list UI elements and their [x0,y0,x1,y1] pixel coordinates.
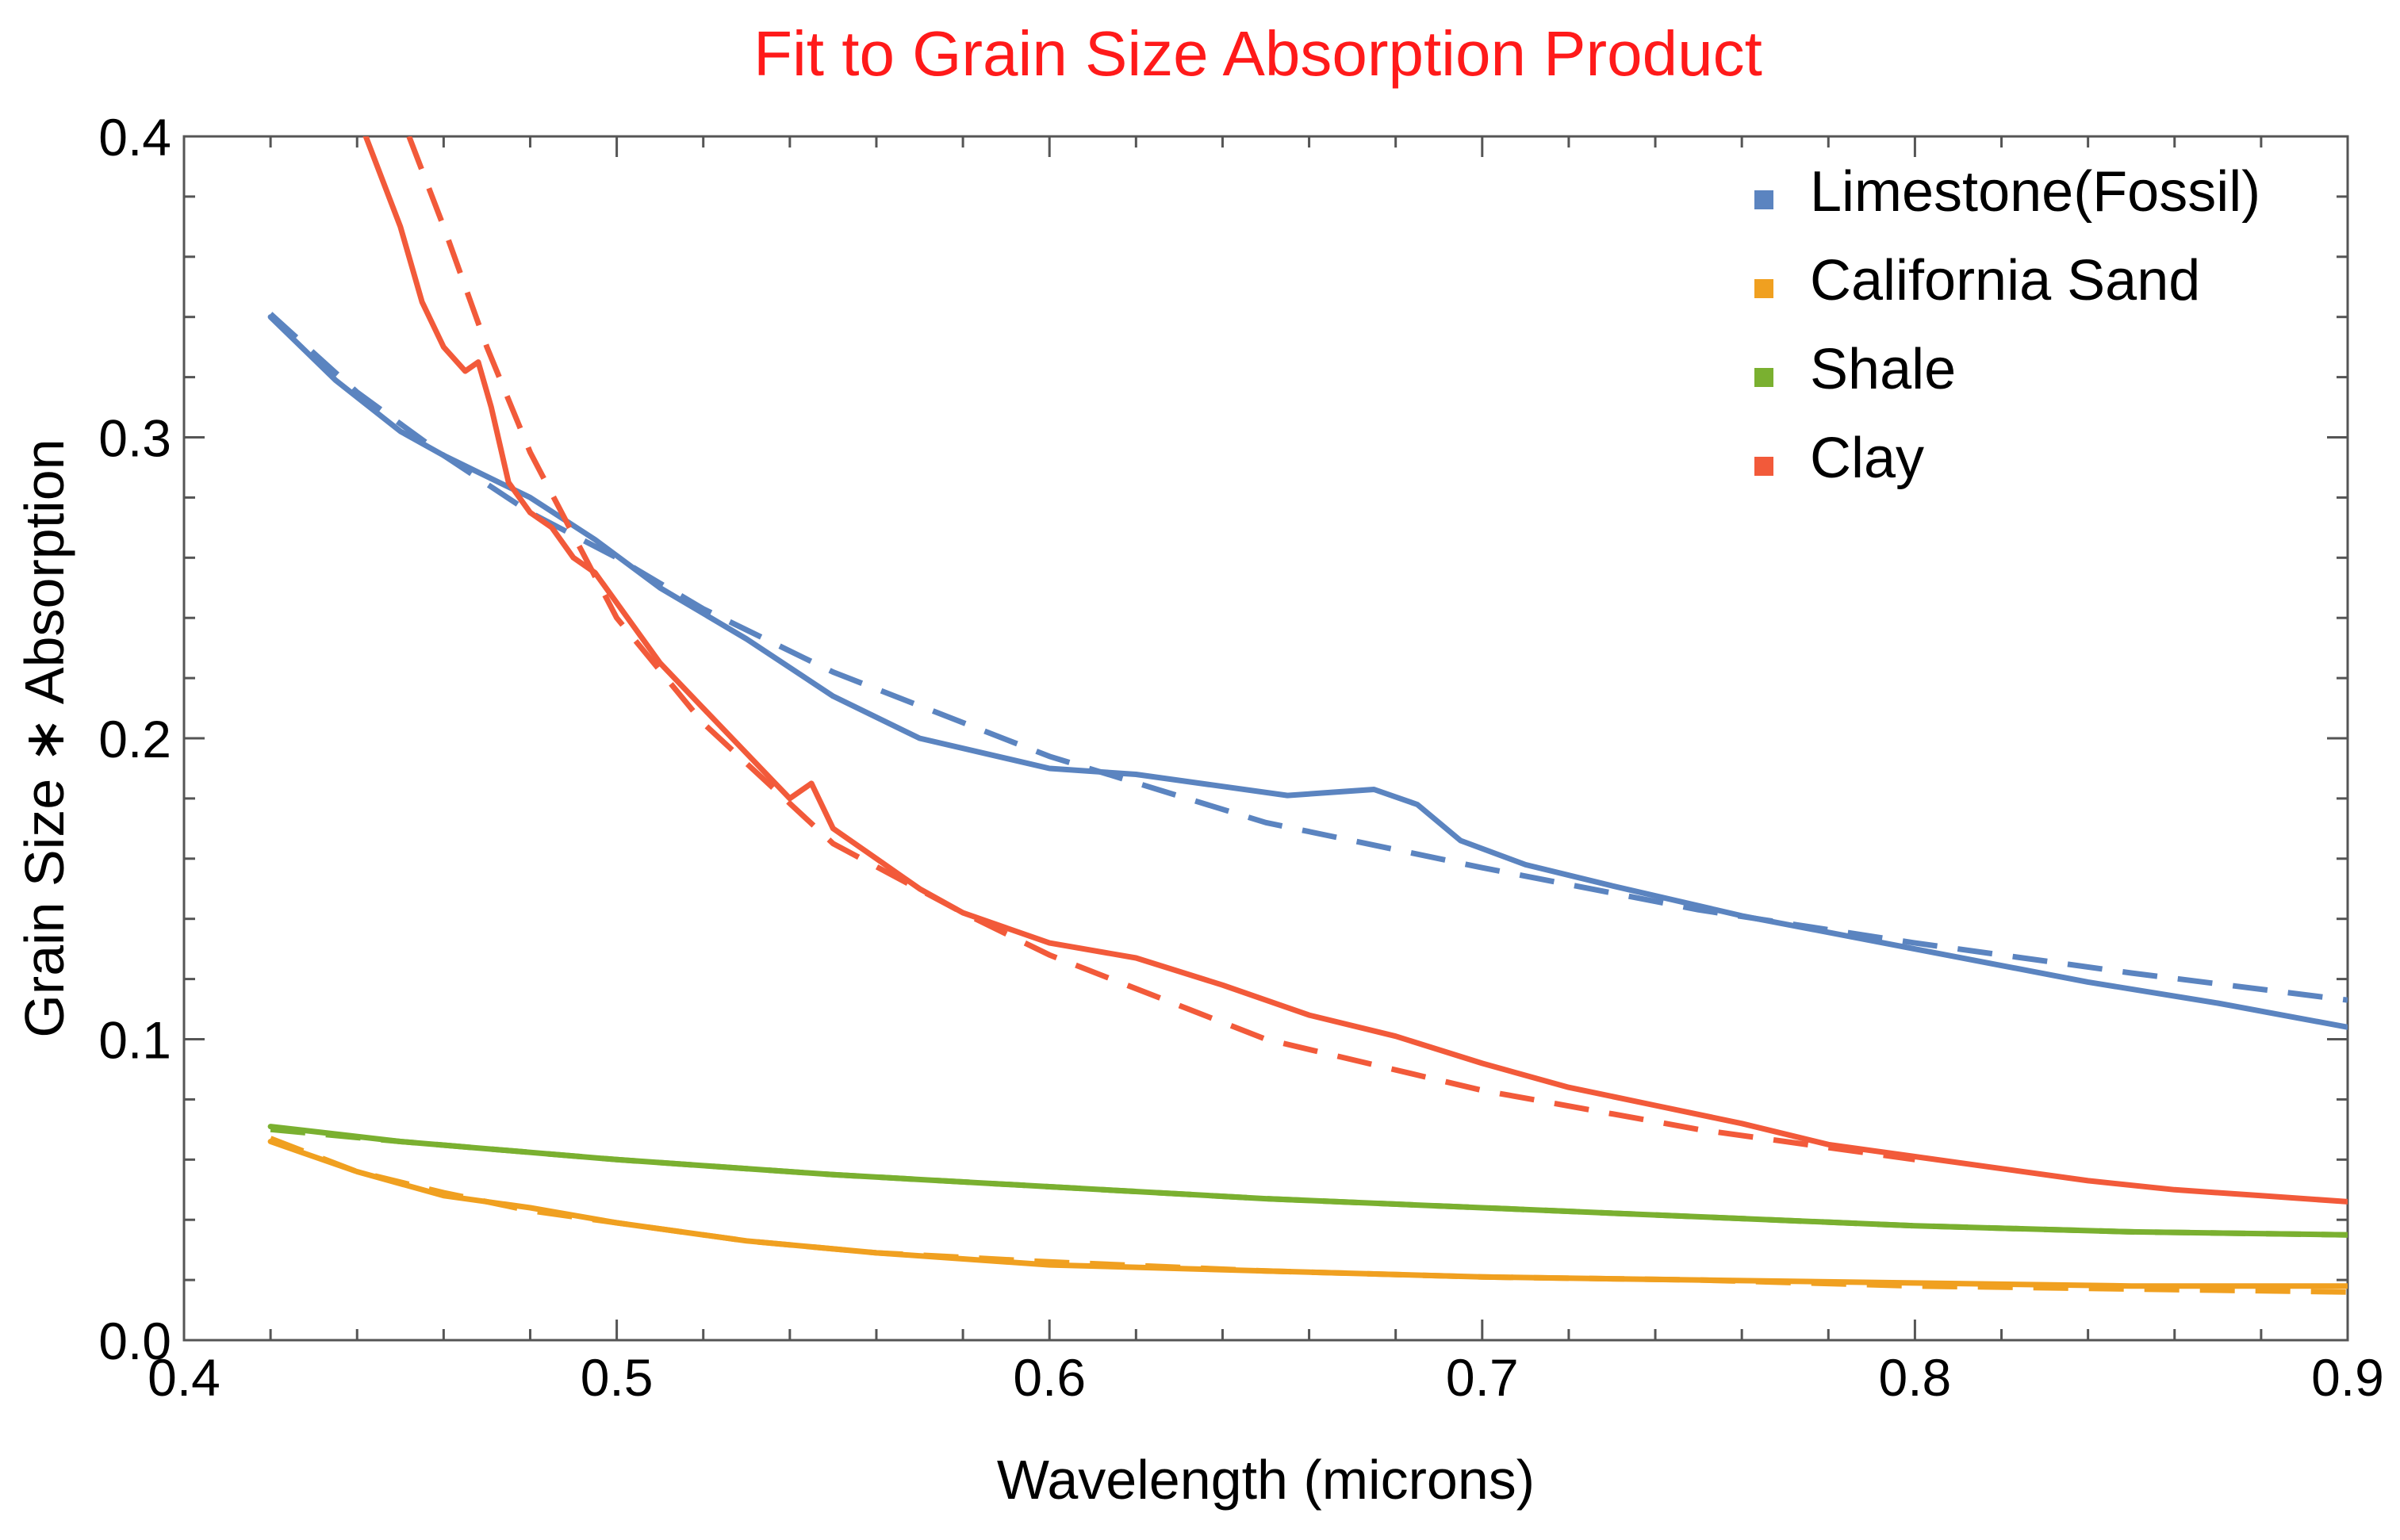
clay-fit-line [406,136,1915,1163]
clay-measured-line [362,136,2348,1205]
x-tick-label: 0.7 [1446,1348,1519,1407]
x-tick-label: 0.9 [2311,1348,2384,1407]
legend-swatch [1754,368,1773,387]
y-tick-label: 0.3 [98,409,171,468]
axis-ticks [182,135,2349,1342]
y-axis-label: Grain Size ∗ Absorption [13,439,75,1037]
shale-measured-line [267,1124,2348,1238]
x-tick-label: 0.8 [1879,1348,1952,1407]
california-sand-measured-line [267,1139,2348,1289]
x-tick-labels: 0.4 0.5 0.6 0.7 0.8 0.9 [148,1348,2384,1407]
limestone-fossil-fit-line [268,312,2348,1003]
limestone-fossil-measured-line [267,314,2348,1030]
y-tick-label: 0.0 [98,1312,171,1370]
legend-swatch [1754,190,1773,209]
legend-swatch [1754,279,1773,298]
y-tick-label: 0.4 [98,108,171,167]
legend-label: California Sand [1810,249,2200,312]
x-tick-label: 0.6 [1013,1348,1086,1407]
plot-frame [182,135,2349,1342]
series-layer [267,136,2348,1295]
legend-swatch [1754,457,1773,476]
legend-label: Shale [1810,338,1956,401]
x-tick-label: 0.4 [148,1348,220,1407]
legend-label: Limestone(Fossil) [1810,160,2260,224]
x-tick-label: 0.5 [581,1348,654,1407]
chart-title: Fit to Grain Size Absorption Product [753,18,1762,89]
y-tick-labels: 0.0 0.1 0.2 0.3 0.4 [98,108,171,1370]
y-tick-label: 0.2 [98,710,171,768]
x-axis-label: Wavelength (microns) [997,1449,1535,1511]
legend: Limestone(Fossil) California Sand Shale Cla… [1754,160,2260,490]
legend-label: Clay [1810,427,1924,490]
y-tick-label: 0.1 [98,1011,171,1070]
